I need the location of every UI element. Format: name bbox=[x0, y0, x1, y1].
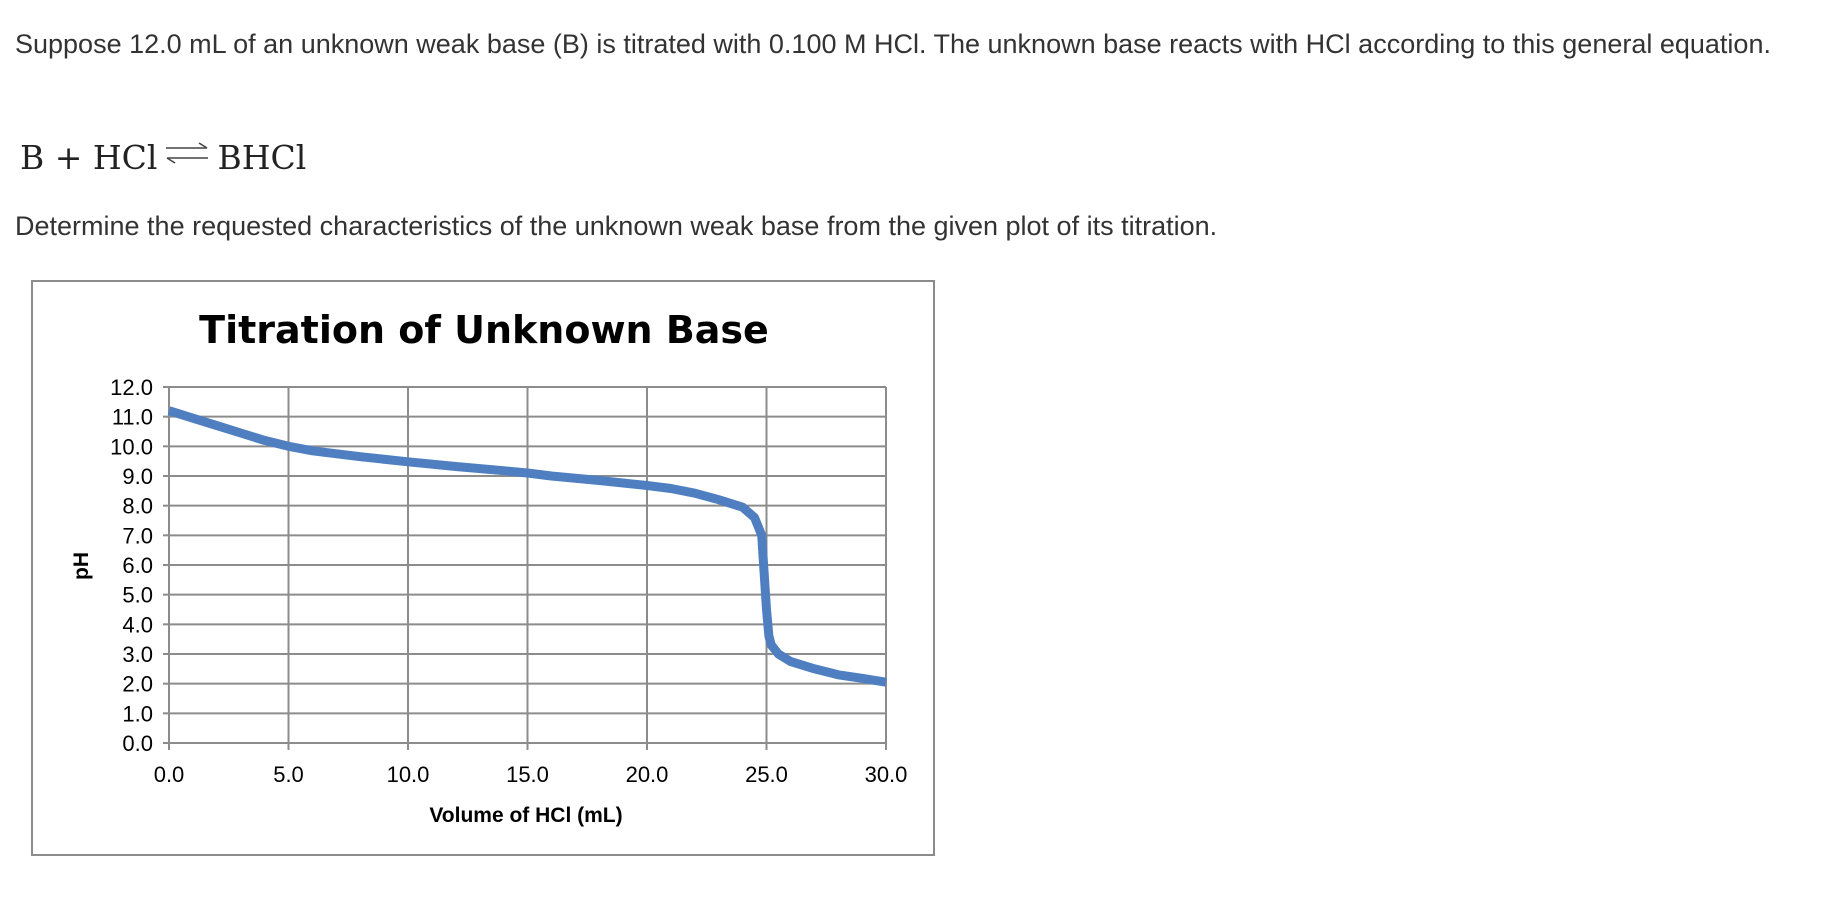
equation-reactants: B + HCl bbox=[20, 137, 158, 177]
y-tick-label: 1.0 bbox=[122, 701, 153, 726]
y-tick-label: 0.0 bbox=[122, 731, 153, 756]
chart-series bbox=[167, 406, 887, 687]
question-intro: Suppose 12.0 mL of an unknown weak base … bbox=[15, 29, 1771, 59]
y-tick-label: 12.0 bbox=[110, 375, 153, 400]
y-tick-label: 5.0 bbox=[122, 583, 153, 608]
x-tick-label: 5.0 bbox=[273, 762, 304, 787]
x-tick-label: 20.0 bbox=[626, 762, 669, 787]
y-tick-label: 6.0 bbox=[122, 553, 153, 578]
x-tick-label: 30.0 bbox=[865, 762, 908, 787]
chart-canvas: Titration of Unknown Base 0.0 1.0 2.0 3.0 4.… bbox=[70, 308, 907, 827]
equation-product: BHCl bbox=[217, 137, 307, 177]
y-tick-label: 4.0 bbox=[122, 612, 153, 637]
x-tick-label: 25.0 bbox=[745, 762, 788, 787]
y-axis-title: pH bbox=[70, 552, 93, 580]
question-instruction: Determine the requested characteristics … bbox=[15, 211, 1218, 241]
y-tick-label: 2.0 bbox=[122, 672, 153, 697]
y-tick-label: 9.0 bbox=[122, 464, 153, 489]
x-tick-label: 15.0 bbox=[506, 762, 549, 787]
x-tick-label: 0.0 bbox=[154, 762, 185, 787]
reaction-equation: B + HCl BHCl bbox=[20, 136, 306, 178]
y-tick-label: 10.0 bbox=[110, 434, 153, 459]
y-tick-label: 8.0 bbox=[122, 494, 153, 519]
y-tick-label: 11.0 bbox=[112, 405, 153, 430]
y-tick-label: 7.0 bbox=[122, 523, 153, 548]
equilibrium-arrows-icon bbox=[163, 136, 211, 178]
chart-title: Titration of Unknown Base bbox=[199, 308, 769, 352]
titration-curve bbox=[167, 406, 887, 687]
chart-ticks: 0.0 1.0 2.0 3.0 4.0 5.0 6.0 7.0 8.0 9.0 10.0 11.0 12… bbox=[110, 375, 907, 787]
x-tick-label: 10.0 bbox=[387, 762, 430, 787]
titration-chart: Titration of Unknown Base 0.0 1.0 2.0 3.0 4.… bbox=[31, 280, 935, 856]
y-tick-label: 3.0 bbox=[122, 642, 153, 667]
x-axis-title: Volume of HCl (mL) bbox=[429, 804, 622, 827]
